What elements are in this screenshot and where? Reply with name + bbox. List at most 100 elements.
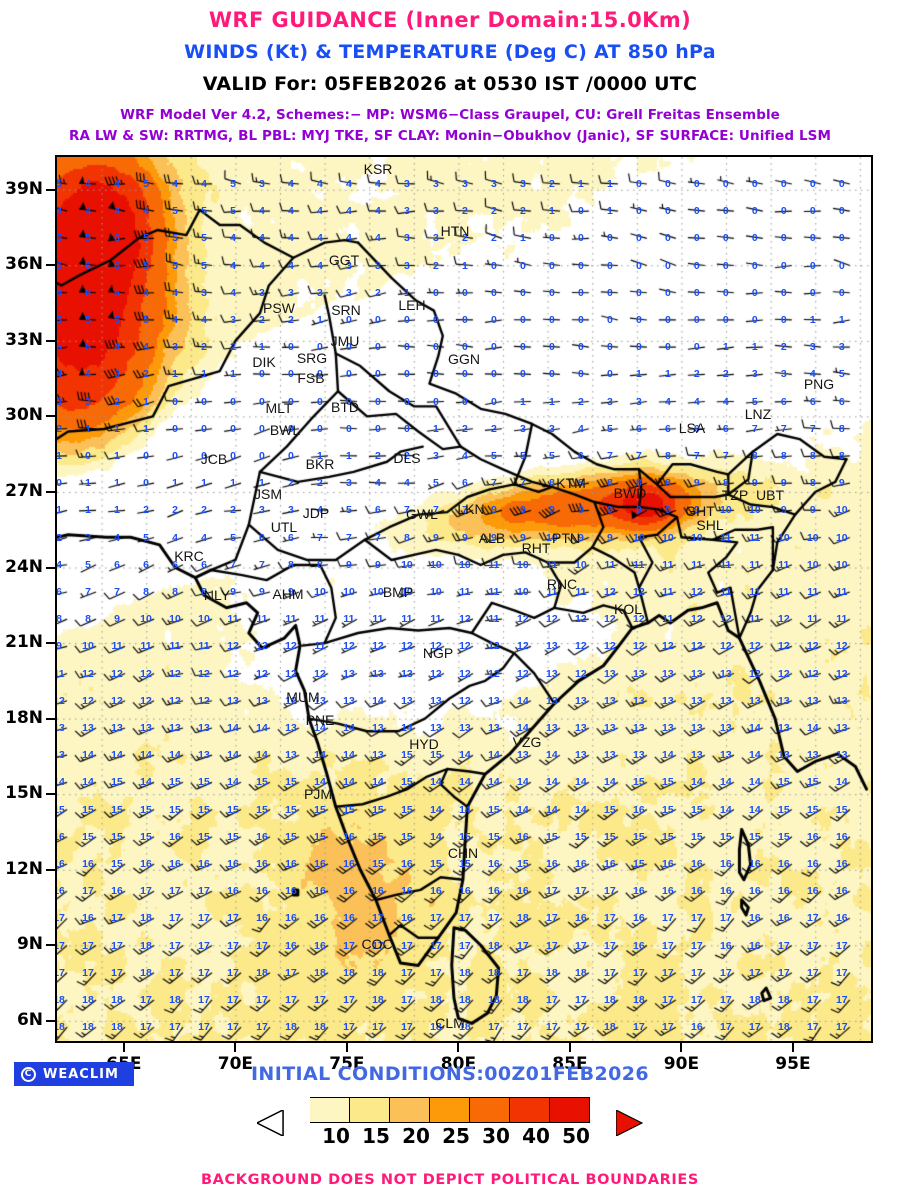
temperature-value: 0 (230, 422, 236, 435)
temperature-value: 1 (172, 477, 178, 490)
station-label: KSR (363, 161, 393, 177)
temperature-value: 16 (57, 830, 65, 843)
temperature-value: 5 (201, 205, 207, 218)
station-label: RHT (521, 540, 551, 556)
temperature-value: 10 (806, 558, 819, 571)
temperature-value: 0 (519, 341, 526, 354)
temperature-value: 16 (546, 857, 558, 870)
temperature-value: 12 (575, 667, 587, 680)
weaclim-logo[interactable]: C WEACLIM (14, 1062, 134, 1086)
temperature-value: 16 (748, 912, 761, 925)
temperature-value: 12 (256, 667, 268, 680)
temperature-value: 4 (346, 205, 352, 218)
temperature-value: 13 (430, 694, 442, 707)
temperature-value: 7 (490, 477, 497, 490)
temperature-value: 0 (693, 259, 700, 272)
temperature-value: 17 (256, 1021, 268, 1034)
temperature-value: 16 (285, 939, 297, 952)
temperature-value: 16 (575, 857, 587, 870)
temperature-value: 16 (517, 885, 529, 898)
temperature-value: 17 (835, 1021, 848, 1034)
temperature-value: 7 (114, 585, 120, 598)
temperature-value: 9 (56, 640, 62, 653)
temperature-value: 4 (85, 205, 91, 218)
temperature-value: 7 (606, 449, 613, 462)
station-label: NGP (422, 645, 454, 661)
temperature-value: 3 (548, 422, 555, 435)
colorbar-tick: 50 (562, 1124, 590, 1148)
temperature-value: 2 (404, 449, 410, 462)
temperature-value: 8 (577, 477, 584, 490)
temperature-value: 8 (751, 449, 758, 462)
temperature-value: 9 (490, 531, 497, 544)
temperature-value: 17 (546, 1021, 558, 1034)
temperature-value: 13 (835, 694, 848, 707)
temperature-value: 13 (314, 694, 326, 707)
temperature-value: 17 (227, 912, 239, 925)
temperature-value: 14 (227, 776, 239, 789)
temperature-value: 0 (635, 205, 642, 218)
temperature-value: 7 (259, 558, 265, 571)
temperature-value: 17 (140, 885, 152, 898)
temperature-value: 12 (488, 667, 500, 680)
temperature-value: 11 (662, 613, 674, 626)
temperature-value: 12 (459, 613, 471, 626)
temperature-value: 17 (372, 1021, 384, 1034)
temperature-value: 13 (777, 749, 790, 762)
temperature-value: 1 (201, 368, 207, 381)
temperature-value: 14 (748, 721, 761, 734)
temperature-value: 9 (635, 504, 642, 517)
map-plot-area[interactable]: 1818181717171717181817171718181717171718… (55, 155, 873, 1043)
temperature-value: 4 (114, 531, 120, 544)
temperature-value: 10 (575, 558, 587, 571)
temperature-value: 15 (633, 776, 645, 789)
temperature-value: 15 (777, 830, 790, 843)
station-label: LEH (398, 297, 426, 313)
temperature-value: 15 (82, 830, 94, 843)
temperature-value: 6 (288, 531, 294, 544)
temperature-value: 16 (256, 830, 268, 843)
temperature-value: 15 (111, 857, 123, 870)
y-axis-tick (46, 868, 55, 871)
temperature-value: 14 (748, 749, 761, 762)
temperature-value: 17 (662, 912, 674, 925)
temperature-value: 2 (143, 504, 149, 517)
temperature-value: 13 (777, 721, 790, 734)
temperature-value: 0 (751, 259, 758, 272)
temperature-value: 5 (201, 259, 207, 272)
temperature-value: 12 (111, 694, 123, 707)
temperature-value: 5 (56, 313, 62, 326)
temperature-value: 7 (346, 531, 352, 544)
temperature-value: 16 (82, 857, 94, 870)
temperature-value: 0 (404, 422, 410, 435)
temperature-value: 14 (111, 749, 123, 762)
temperature-value: 12 (57, 694, 65, 707)
temperature-value: 0 (317, 368, 323, 381)
temperature-value: 13 (691, 667, 703, 680)
temperature-value: 10 (546, 531, 558, 544)
temperature-value: 3 (375, 259, 381, 272)
temperature-value: 17 (57, 912, 65, 925)
station-label: HYD (409, 736, 439, 752)
temperature-value: 17 (401, 939, 413, 952)
station-label: TZP (721, 487, 749, 503)
temperature-value: 11 (488, 558, 500, 571)
temperature-value: 17 (546, 993, 558, 1006)
temperature-value: 0 (375, 341, 381, 354)
temperature-value: 16 (835, 830, 848, 843)
temperature-value: 17 (430, 939, 442, 952)
colorbar-over-arrow-outline (615, 1109, 644, 1137)
temperature-value: 0 (288, 368, 294, 381)
temperature-value: 12 (488, 640, 500, 653)
temperature-value: 5 (751, 395, 758, 408)
station-label: MLT (265, 400, 293, 416)
y-axis-tick (46, 642, 55, 645)
x-axis-label: 80E (440, 1054, 477, 1074)
temperature-value: 2 (548, 177, 555, 190)
temperature-value: 4 (143, 341, 149, 354)
temperature-value: 0 (606, 341, 613, 354)
temperature-value: 12 (82, 667, 94, 680)
temperature-value: 7 (433, 504, 439, 517)
temperature-value: 0 (259, 395, 265, 408)
temperature-value: 5 (143, 531, 149, 544)
